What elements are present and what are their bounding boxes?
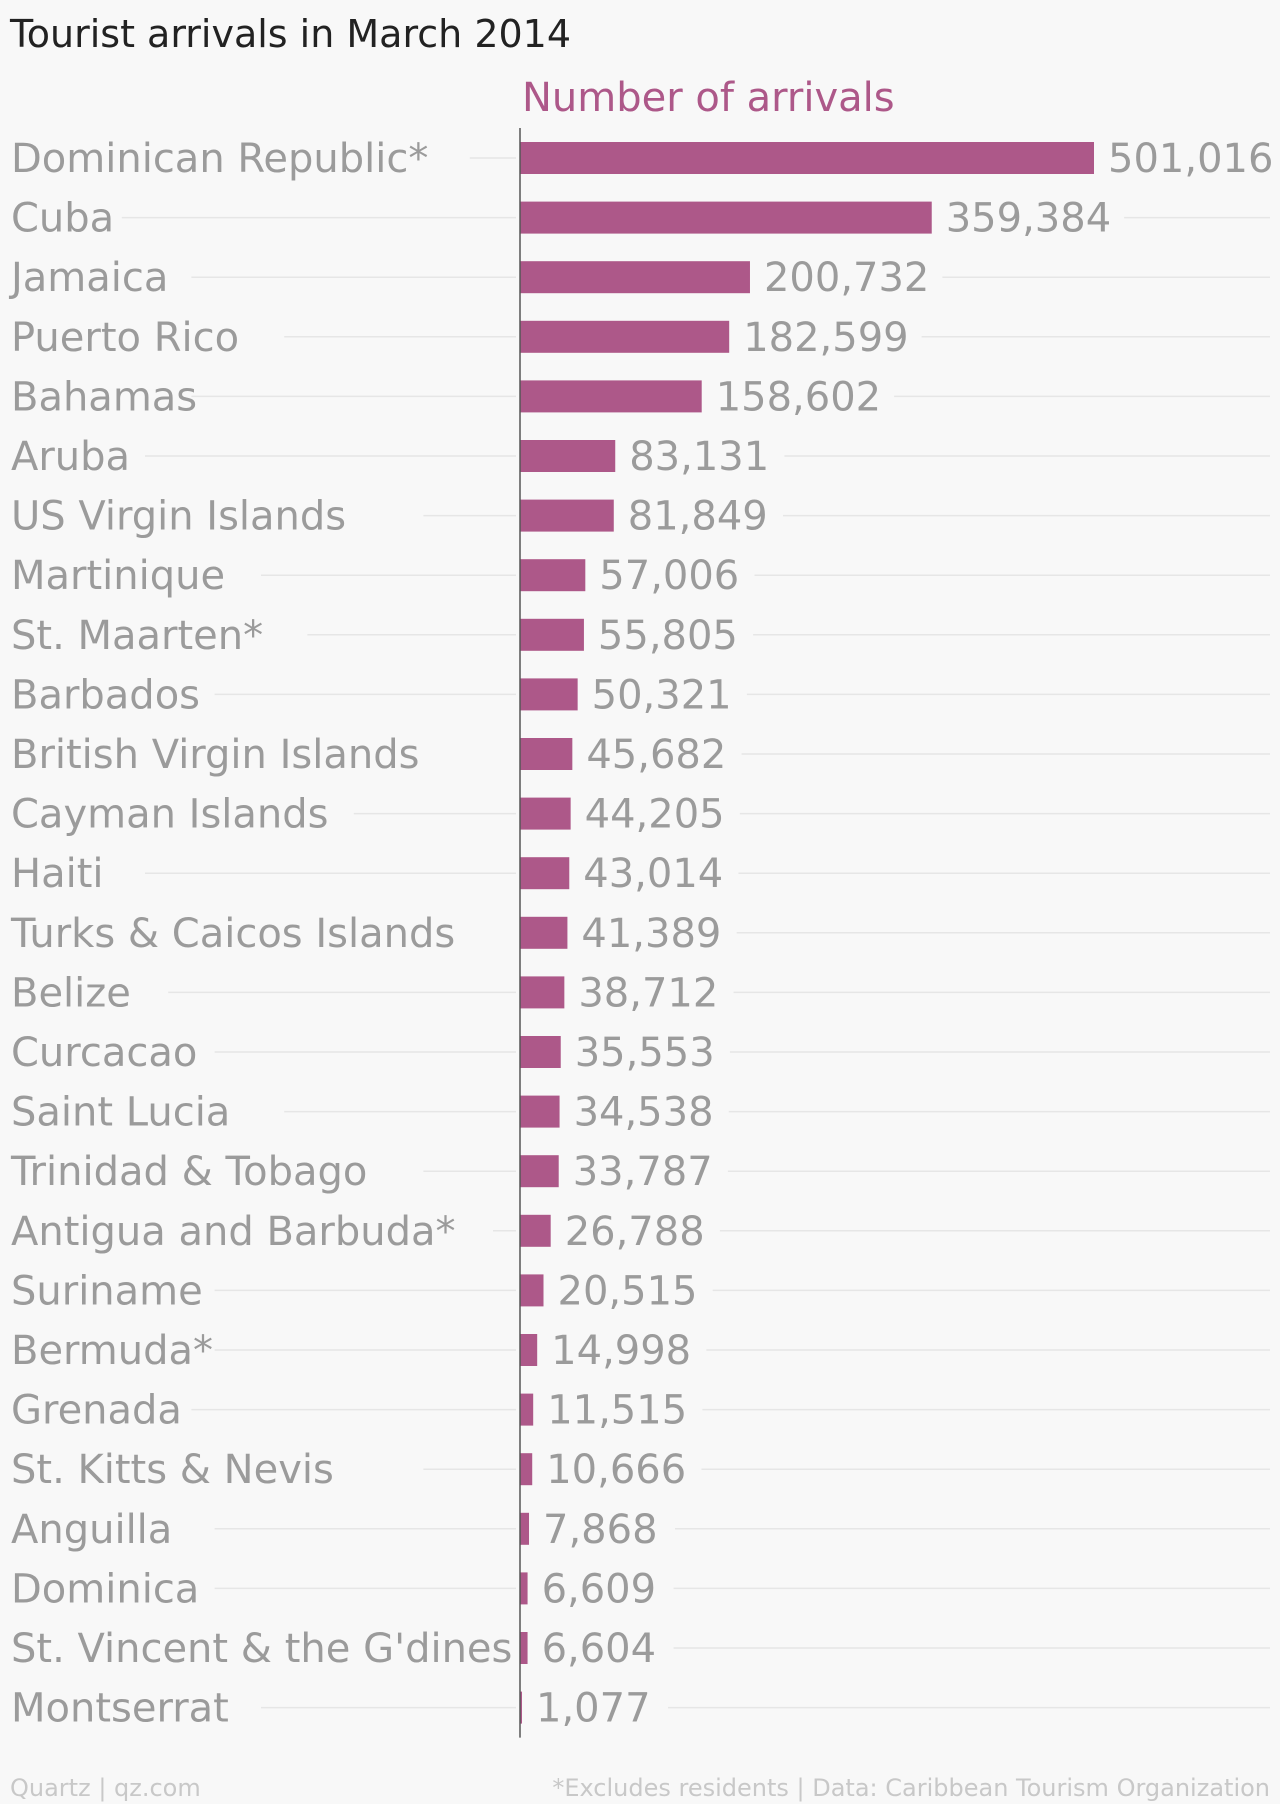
category-label: Martinique	[11, 553, 225, 599]
value-label: 14,998	[551, 1328, 691, 1374]
value-label: 44,205	[585, 792, 725, 838]
footnote-source: *Excludes residents | Data: Caribbean To…	[552, 1774, 1270, 1802]
category-label: Antigua and Barbuda*	[11, 1209, 456, 1255]
bar	[520, 380, 702, 413]
category-label: St. Vincent & the G'dines	[11, 1626, 512, 1672]
bar	[520, 1155, 559, 1188]
category-label: Dominican Republic*	[11, 136, 428, 182]
category-label: Grenada	[11, 1388, 182, 1434]
value-label: 200,732	[764, 255, 929, 301]
category-label: Haiti	[11, 851, 104, 897]
category-label: Cayman Islands	[11, 792, 329, 838]
value-label: 57,006	[599, 553, 739, 599]
bar	[520, 618, 584, 651]
category-label: Suriname	[11, 1268, 203, 1314]
bar	[520, 1334, 538, 1366]
category-label: Turks & Caicos Islands	[10, 911, 455, 957]
bar	[520, 559, 586, 592]
bar	[520, 440, 616, 472]
value-label: 43,014	[583, 851, 723, 897]
category-label: Aruba	[11, 434, 130, 480]
value-label: 34,538	[574, 1090, 714, 1136]
category-label: Bahamas	[11, 374, 197, 420]
bar	[520, 201, 932, 234]
value-label: 38,712	[578, 970, 718, 1016]
value-label: 50,321	[592, 672, 732, 718]
category-label: St. Kitts & Nevis	[11, 1447, 334, 1493]
category-label: St. Maarten*	[11, 613, 263, 659]
bar	[520, 976, 565, 1009]
category-label: US Virgin Islands	[11, 494, 346, 540]
category-label: Anguilla	[11, 1507, 172, 1553]
source-credit: Quartz | qz.com	[10, 1774, 201, 1802]
category-label: Cuba	[11, 196, 114, 242]
value-label: 6,609	[542, 1566, 657, 1612]
value-label: 501,016	[1108, 136, 1273, 182]
category-label: Montserrat	[11, 1686, 229, 1732]
value-label: 83,131	[629, 434, 769, 480]
category-label: Puerto Rico	[11, 315, 239, 361]
bar	[520, 142, 1094, 174]
category-label: Bermuda*	[11, 1328, 213, 1374]
bar	[520, 1512, 530, 1545]
bar	[520, 1691, 522, 1724]
bar	[520, 1036, 561, 1068]
value-label: 81,849	[628, 494, 768, 540]
value-label: 182,599	[743, 315, 908, 361]
bar	[520, 678, 578, 711]
bar	[520, 1632, 528, 1664]
bar	[520, 916, 568, 949]
series-label: Number of arrivals	[522, 75, 895, 121]
bar	[520, 320, 730, 353]
bar	[520, 1393, 534, 1426]
bar	[520, 1453, 533, 1486]
value-label: 33,787	[573, 1149, 713, 1195]
bar	[520, 857, 570, 890]
bar	[520, 738, 573, 770]
category-label: Curcacao	[11, 1030, 197, 1076]
value-label: 7,868	[543, 1507, 658, 1553]
category-label: Jamaica	[8, 255, 168, 301]
category-label: Dominica	[11, 1566, 199, 1612]
bar	[520, 1095, 560, 1128]
value-label: 1,077	[536, 1686, 651, 1732]
bar	[520, 261, 750, 294]
value-label: 20,515	[558, 1268, 698, 1314]
value-label: 158,602	[716, 374, 881, 420]
category-label: British Virgin Islands	[11, 732, 419, 778]
bar	[520, 1572, 528, 1605]
chart-title: Tourist arrivals in March 2014	[10, 12, 572, 56]
category-label: Trinidad & Tobago	[10, 1149, 367, 1195]
value-label: 10,666	[546, 1447, 686, 1493]
value-label: 45,682	[586, 732, 726, 778]
value-label: 35,553	[575, 1030, 715, 1076]
category-label: Belize	[11, 970, 131, 1016]
value-label: 11,515	[547, 1388, 687, 1434]
value-label: 41,389	[581, 911, 721, 957]
category-label: Barbados	[11, 672, 200, 718]
bar	[520, 1274, 544, 1307]
value-label: 6,604	[542, 1626, 657, 1672]
bar	[520, 1214, 551, 1247]
bar	[520, 499, 614, 532]
value-label: 359,384	[946, 196, 1111, 242]
value-label: 55,805	[598, 613, 738, 659]
value-label: 26,788	[565, 1209, 705, 1255]
bar	[520, 797, 571, 830]
category-label: Saint Lucia	[11, 1090, 230, 1136]
